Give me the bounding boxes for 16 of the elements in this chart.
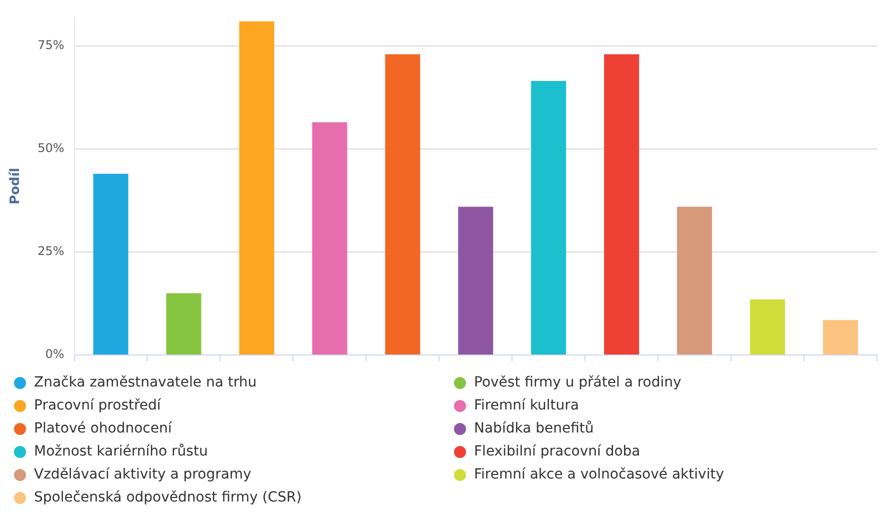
legend-label: Pověst firmy u přátel a rodiny — [474, 374, 682, 391]
y-tick-label: 0% — [45, 347, 64, 362]
legend-label: Nabídka benefitů — [474, 420, 594, 437]
y-tick-label: 75% — [38, 38, 64, 52]
y-tick-label: 50% — [38, 141, 64, 156]
legend-label: Firemní akce a volnočasové aktivity — [474, 466, 724, 483]
y-axis-title: Podíl — [8, 168, 24, 204]
legend-label: Vzdělávací aktivity a programy — [34, 466, 252, 483]
legend-label: Pracovní prostředí — [34, 398, 162, 414]
legend-label: Platové ohodnocení — [34, 420, 173, 437]
legend-label: Značka zaměstnavatele na trhu — [34, 374, 257, 391]
legend-label: Flexibilní pracovní doba — [474, 444, 640, 460]
legend-label: Možnost kariérního růstu — [34, 444, 208, 460]
y-tick-label: 25% — [38, 244, 64, 258]
legend-label: Firemní kultura — [474, 398, 579, 414]
legend-label: Společenská odpovědnost firmy (CSR) — [34, 490, 302, 506]
